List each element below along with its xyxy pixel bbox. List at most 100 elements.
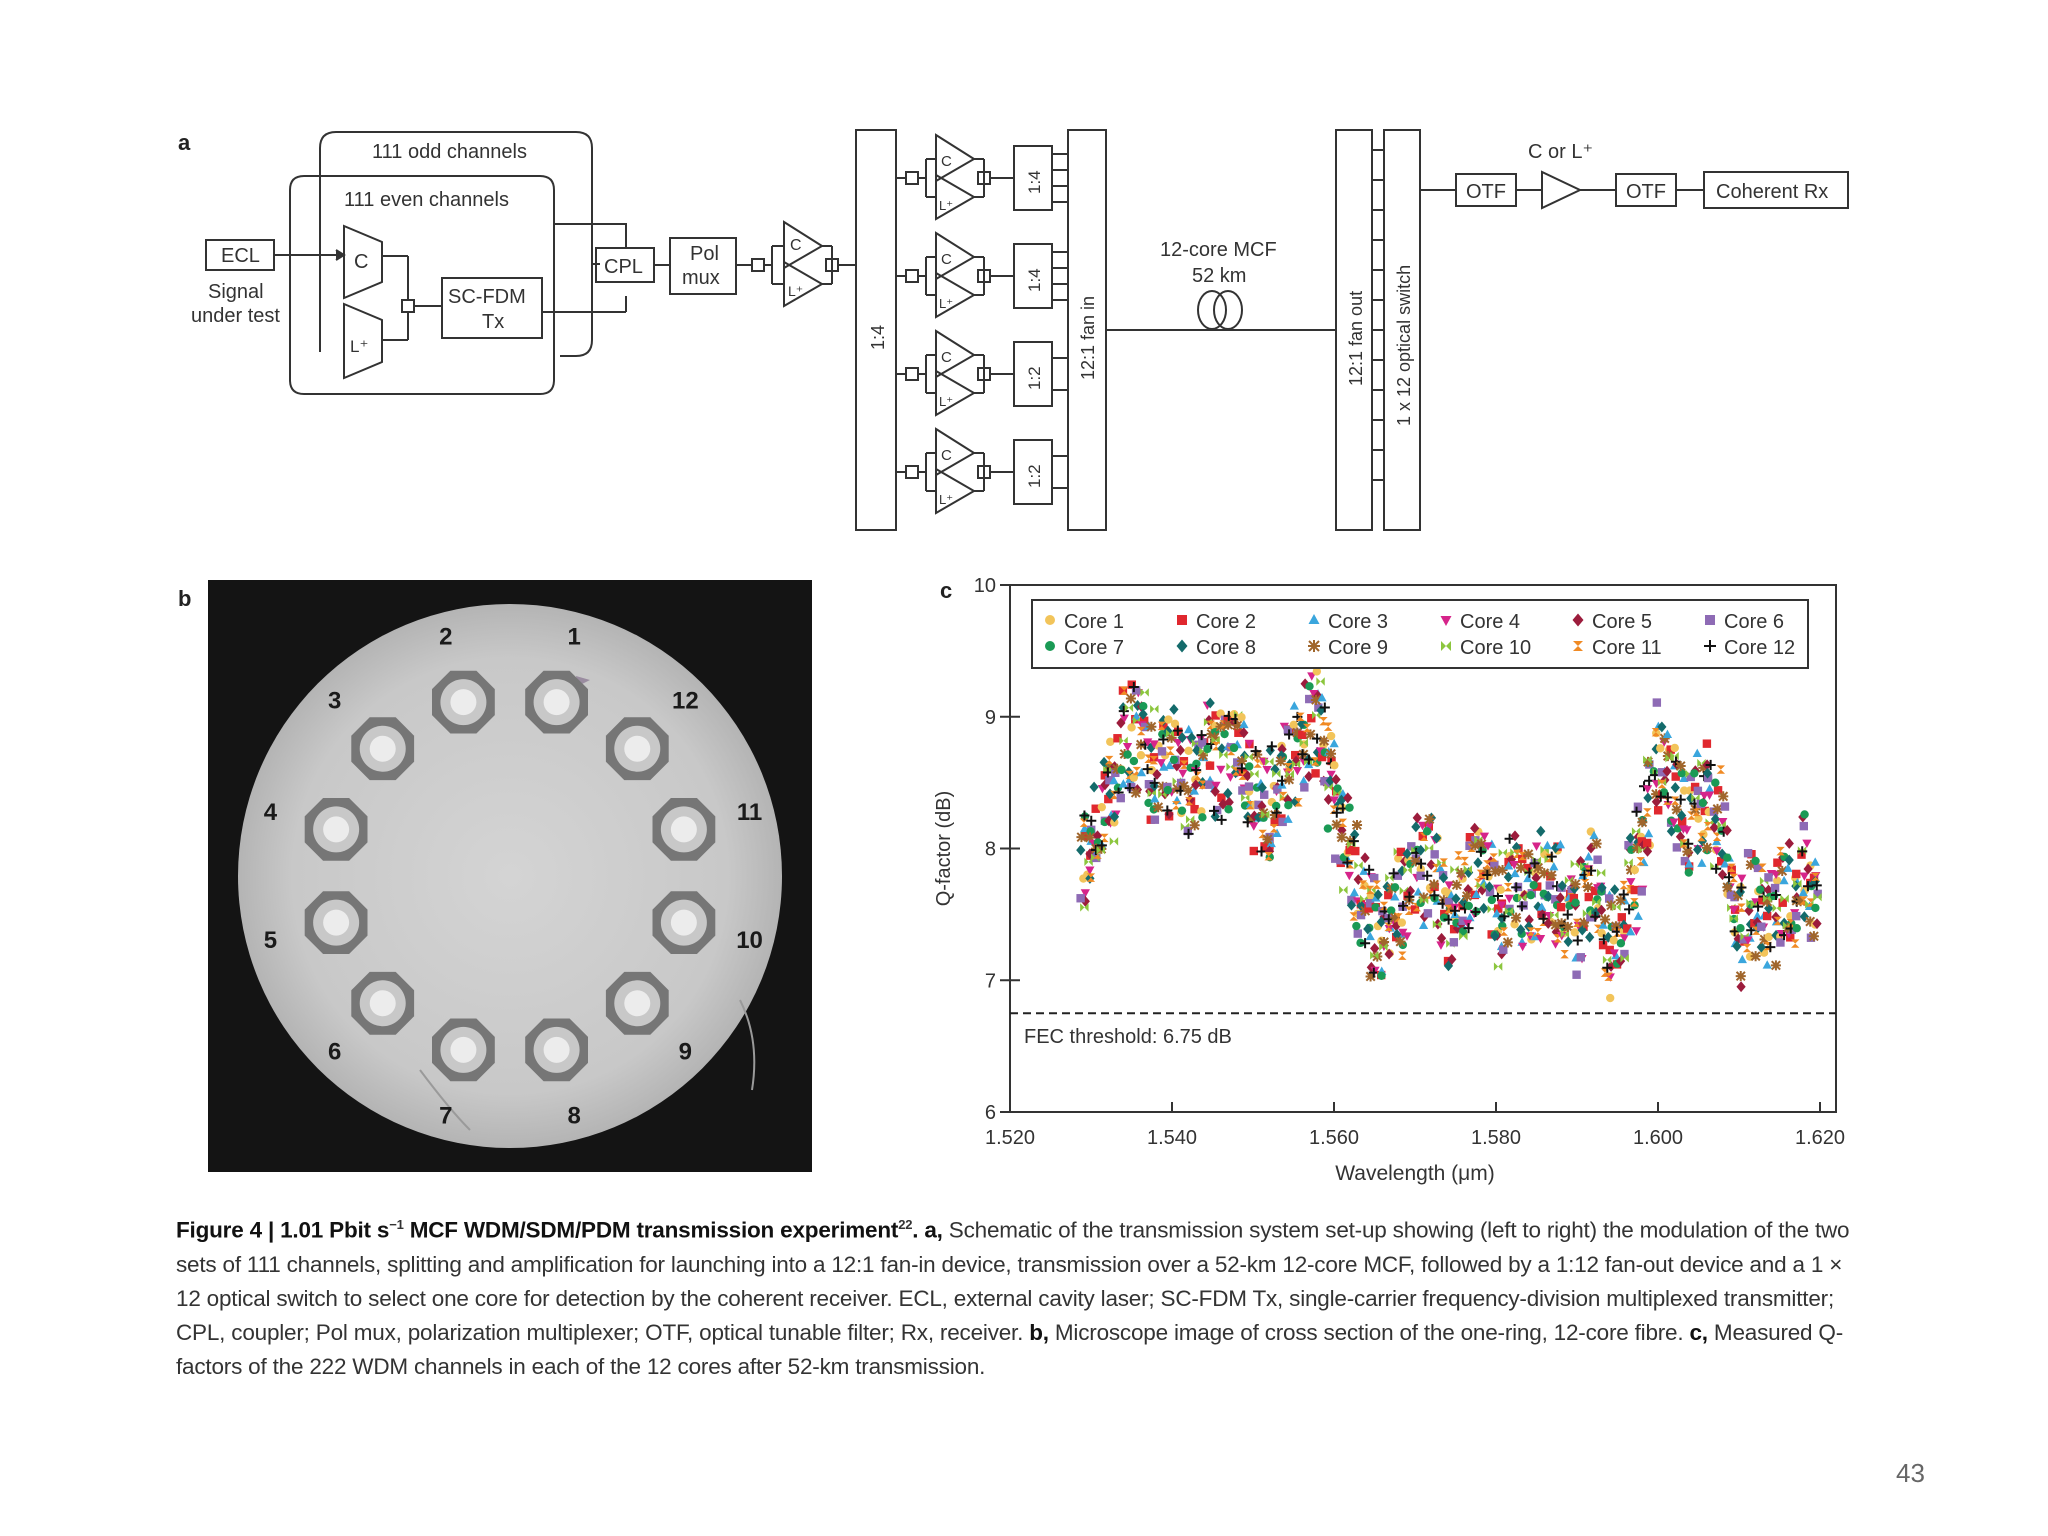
data-point-core-9	[1615, 895, 1626, 906]
otf-label-1: OTF	[1466, 181, 1506, 203]
data-point-core-2	[1100, 771, 1110, 780]
data-point-core-5	[1175, 744, 1186, 756]
data-point-core-7	[1123, 750, 1132, 759]
data-point-core-5	[1343, 792, 1353, 804]
data-point-core-12	[1196, 730, 1207, 741]
data-point-core-2	[1211, 711, 1220, 720]
data-point-core-6	[1336, 856, 1345, 865]
caption-unit-sup: −1	[389, 1217, 404, 1232]
caption-b-text: Microscope image of cross section of the…	[1048, 1319, 1684, 1345]
caption-title: MCF WDM/SDM/PDM transmission experiment	[403, 1217, 899, 1243]
data-point-core-9	[1733, 890, 1744, 901]
data-point-core-2	[1081, 831, 1090, 841]
data-point-core-4	[1509, 860, 1519, 870]
data-point-core-6	[1485, 887, 1495, 897]
data-point-core-11	[1166, 746, 1175, 755]
data-point-core-12	[1753, 901, 1764, 912]
data-point-core-10	[1504, 907, 1514, 916]
data-point-core-11	[1518, 851, 1527, 861]
data-point-core-8	[1192, 744, 1202, 756]
data-point-core-7	[1736, 924, 1745, 933]
data-point-core-3	[1390, 892, 1400, 901]
data-point-core-3	[1762, 960, 1772, 969]
data-point-core-3	[1555, 839, 1566, 849]
data-point-core-6	[1757, 922, 1766, 931]
data-point-core-3	[1150, 794, 1160, 803]
data-point-core-2	[1523, 863, 1533, 873]
data-point-core-9	[1189, 820, 1200, 831]
data-point-core-12	[1443, 914, 1454, 925]
data-point-core-9	[1591, 838, 1602, 849]
data-point-core-1	[1127, 723, 1136, 732]
data-point-core-12	[1297, 749, 1308, 760]
data-point-core-7	[1464, 901, 1473, 911]
data-point-core-9	[1223, 719, 1234, 730]
data-point-core-7	[1198, 813, 1207, 822]
data-point-core-3	[1118, 779, 1128, 788]
data-point-core-4	[1370, 966, 1380, 976]
data-point-core-11	[1157, 721, 1167, 731]
data-point-core-7	[1386, 906, 1396, 915]
data-point-core-6	[1238, 786, 1247, 795]
data-point-core-5	[1575, 855, 1586, 867]
data-point-core-9	[1578, 917, 1590, 928]
data-point-core-8	[1363, 923, 1373, 935]
data-point-core-9	[1269, 809, 1280, 820]
data-point-core-2	[1217, 793, 1226, 802]
data-point-core-9	[1539, 868, 1550, 879]
data-point-core-8	[1333, 799, 1343, 811]
data-point-core-5	[1784, 837, 1794, 849]
data-point-core-10	[1596, 868, 1606, 878]
data-point-core-8	[1784, 854, 1794, 866]
data-point-core-12	[1124, 783, 1135, 794]
data-point-core-5	[1370, 942, 1380, 954]
data-point-core-12	[1811, 880, 1822, 891]
data-point-core-12	[1331, 807, 1342, 818]
fec-threshold-label: FEC threshold: 6.75 dB	[1024, 1026, 1232, 1048]
data-point-core-5	[1132, 784, 1143, 796]
cpl-label: CPL	[604, 256, 643, 278]
data-point-core-6	[1198, 738, 1207, 747]
data-point-core-12	[1364, 864, 1375, 875]
data-point-core-8	[1625, 832, 1636, 844]
data-point-core-2	[1666, 745, 1675, 754]
data-point-core-1	[1605, 993, 1615, 1003]
data-point-core-9	[1215, 721, 1226, 732]
sub-splitter-label: 1:4	[1025, 170, 1044, 194]
data-point-core-11	[1079, 818, 1089, 827]
data-point-core-7	[1245, 762, 1254, 771]
legend-marker-core-12	[1704, 640, 1716, 652]
data-point-core-8	[1290, 796, 1300, 808]
data-point-core-6	[1111, 768, 1120, 778]
data-point-core-8	[1464, 867, 1474, 879]
data-point-core-5	[1224, 796, 1234, 808]
data-point-core-6	[1300, 783, 1309, 792]
data-point-core-9	[1252, 749, 1263, 760]
data-point-core-11	[1811, 872, 1820, 882]
data-point-core-5	[1752, 916, 1762, 928]
data-point-core-1	[1609, 936, 1618, 945]
legend-label: Core 9	[1328, 637, 1388, 659]
data-point-core-9	[1305, 729, 1316, 740]
data-point-core-9	[1451, 879, 1462, 890]
optical-switch-label: 1 x 12 optical switch	[1394, 265, 1414, 426]
data-point-core-8	[1416, 844, 1426, 856]
data-point-core-12	[1675, 794, 1686, 805]
data-point-core-8	[1411, 821, 1421, 833]
data-point-core-12	[1236, 763, 1247, 774]
data-point-core-10	[1261, 810, 1270, 819]
data-point-core-9	[1651, 789, 1662, 800]
data-point-core-9	[1125, 693, 1136, 704]
data-point-core-3	[1810, 857, 1820, 866]
data-point-core-5	[1436, 932, 1447, 944]
data-point-core-11	[1184, 796, 1194, 806]
data-point-core-12	[1662, 792, 1673, 803]
data-point-core-7	[1203, 744, 1212, 754]
data-point-core-12	[1618, 889, 1629, 900]
data-point-core-2	[1223, 715, 1232, 724]
data-point-core-7	[1751, 856, 1760, 866]
data-point-core-1	[1136, 751, 1146, 760]
data-point-core-4	[1085, 866, 1095, 875]
data-point-core-10	[1582, 909, 1592, 918]
